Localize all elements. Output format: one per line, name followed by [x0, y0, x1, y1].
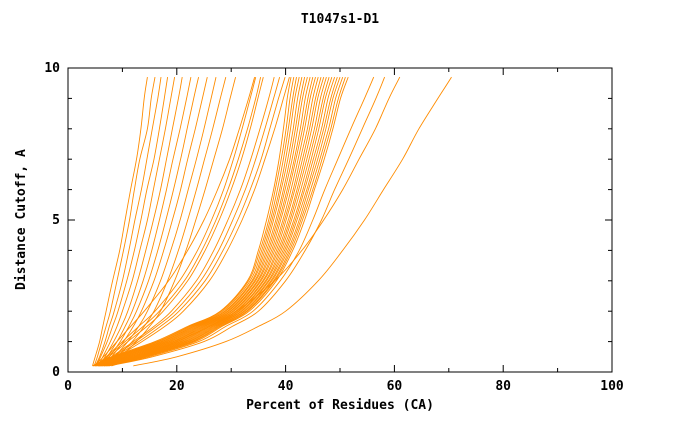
tick-label: 0	[52, 365, 60, 380]
model-curve	[93, 77, 297, 367]
model-curve	[92, 77, 292, 367]
model-curve	[103, 76, 208, 367]
tick-label: 100	[600, 379, 624, 394]
model-curve	[95, 77, 169, 367]
model-curve	[105, 76, 346, 367]
model-curve	[107, 76, 375, 367]
model-curve	[92, 77, 295, 367]
x-axis-label: Percent of Residues (CA)	[246, 398, 434, 413]
model-curve	[96, 76, 264, 367]
model-curve	[92, 77, 148, 367]
model-curve	[104, 76, 341, 367]
model-curve	[105, 76, 227, 367]
model-curve	[93, 77, 156, 367]
chart-title: T1047s1-D1	[300, 12, 380, 27]
model-curve	[102, 76, 333, 367]
model-curve	[98, 76, 275, 367]
model-curve	[94, 76, 257, 367]
model-curve	[98, 76, 316, 367]
model-curve	[94, 77, 300, 367]
model-curve	[106, 76, 349, 367]
model-curve	[111, 76, 401, 367]
model-curve	[93, 76, 256, 367]
model-curve	[100, 76, 286, 367]
tick-label: 10	[44, 61, 60, 76]
model-curve	[103, 76, 336, 367]
model-curve	[97, 77, 314, 367]
tick-label: 20	[169, 379, 185, 394]
model-curve	[108, 76, 386, 367]
model-curve	[96, 76, 308, 367]
model-curve	[101, 76, 327, 367]
model-curve	[99, 77, 183, 367]
model-curve	[95, 77, 306, 367]
tick-label: 0	[64, 379, 72, 394]
tick-label: 5	[52, 213, 60, 228]
model-curve	[94, 77, 162, 367]
model-curve	[98, 76, 319, 367]
model-curve	[95, 77, 303, 367]
model-curve	[96, 77, 311, 367]
tick-label: 40	[278, 379, 294, 394]
tick-label: 60	[387, 379, 403, 394]
model-curve	[133, 76, 452, 367]
model-curve	[104, 76, 344, 367]
model-curve	[99, 76, 281, 367]
tick-label: 80	[495, 379, 511, 394]
model-curve	[101, 76, 290, 367]
model-curve	[97, 77, 176, 367]
model-curve	[101, 76, 200, 367]
model-curve	[101, 76, 330, 367]
model-curve	[106, 76, 237, 367]
model-curve	[95, 77, 262, 367]
model-curve	[103, 76, 338, 367]
y-axis-label: Distance Cutoff, A	[14, 149, 29, 291]
